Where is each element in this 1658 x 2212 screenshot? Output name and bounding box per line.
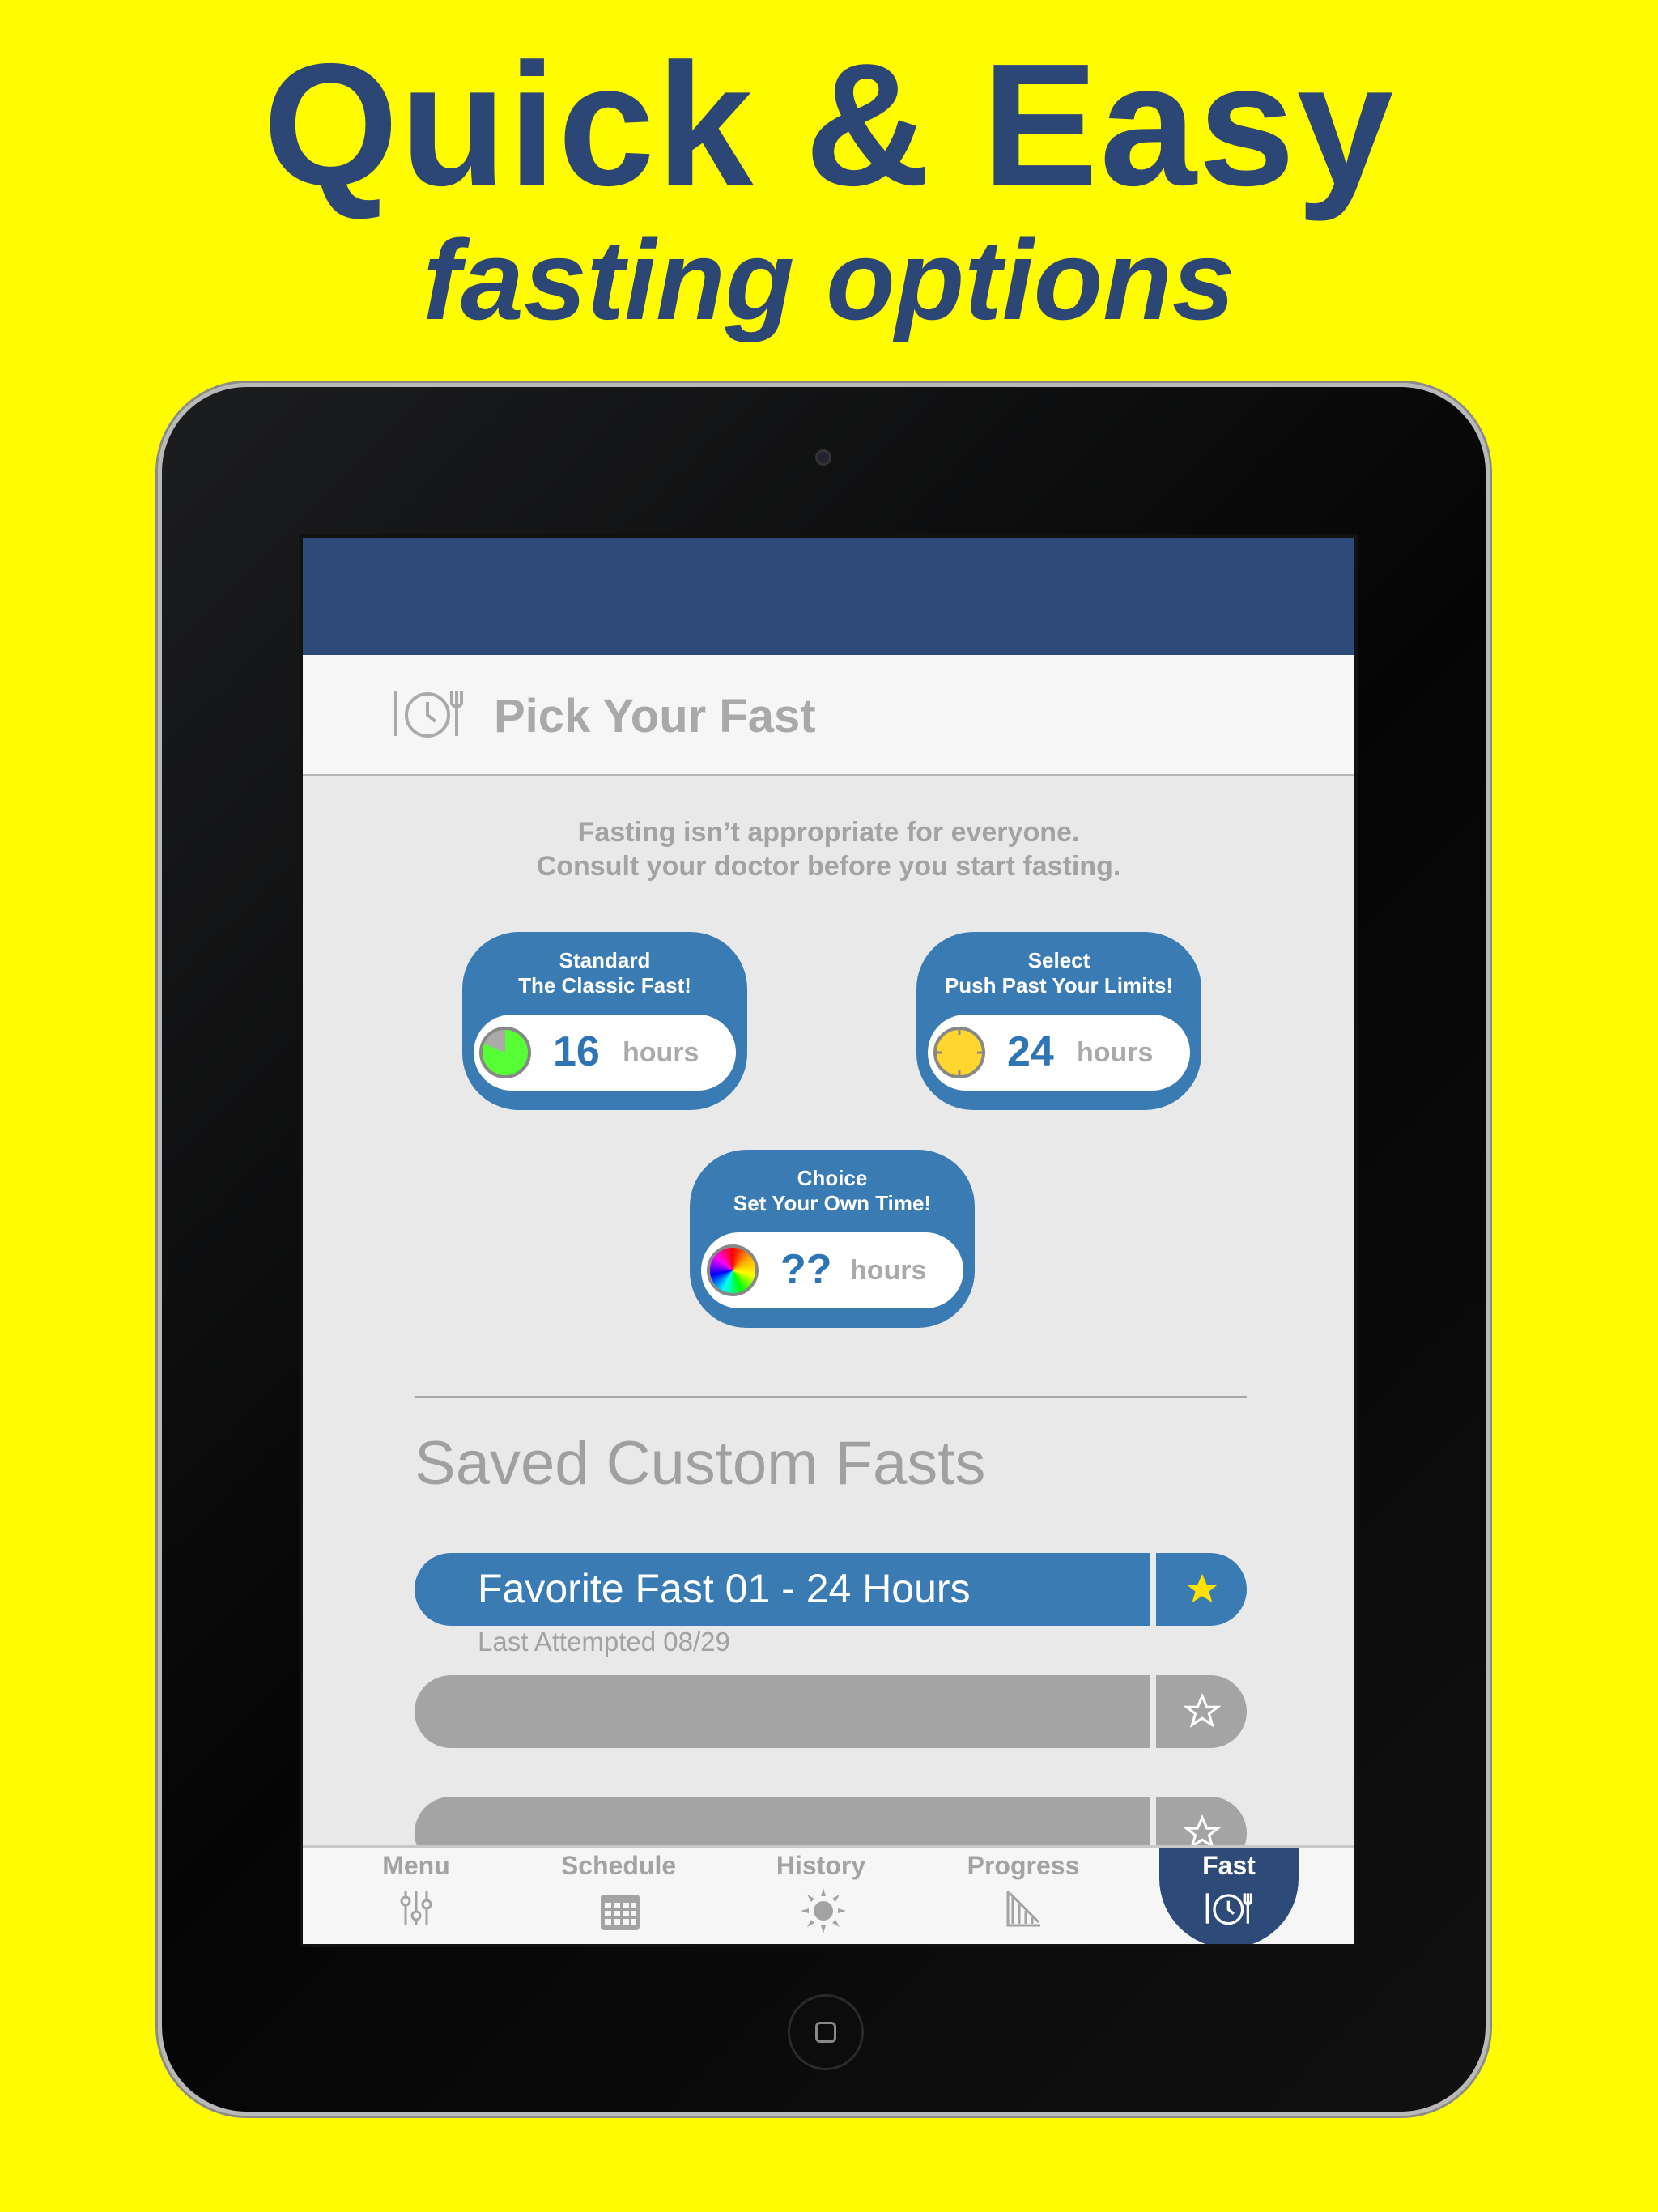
disclaimer-line-2: Consult your doctor before you start fas… xyxy=(536,851,1121,882)
hours-unit: hours xyxy=(850,1255,927,1286)
hours-value: ?? xyxy=(780,1246,832,1293)
option-tagline: The Classic Fast! xyxy=(518,973,691,998)
app-screen: Pick Your Fast Fasting isn’t appropriate… xyxy=(300,534,1358,1947)
saved-fast-row[interactable] xyxy=(414,1675,1247,1748)
page-title: Pick Your Fast xyxy=(494,690,816,742)
tab-progress[interactable]: Progress xyxy=(954,1848,1092,1944)
home-button[interactable] xyxy=(788,1994,864,2070)
saved-fast-row[interactable]: Favorite Fast 01 - 24 Hours xyxy=(414,1553,1247,1626)
hours-pill: 24 hours xyxy=(928,1015,1190,1091)
promo-headline: Quick & Easy xyxy=(262,27,1396,222)
tab-schedule[interactable]: Schedule xyxy=(550,1848,687,1944)
saved-fast-button[interactable] xyxy=(414,1675,1150,1748)
tab-label: Progress xyxy=(967,1851,1080,1880)
tab-label: Menu xyxy=(382,1851,450,1880)
option-name: Choice xyxy=(797,1166,868,1190)
tab-history[interactable]: History xyxy=(752,1848,890,1944)
tab-fast[interactable]: Fast xyxy=(1159,1848,1299,1944)
sliders-icon xyxy=(400,1891,432,1925)
sun-icon xyxy=(801,1888,846,1933)
star-filled-icon xyxy=(1186,1573,1218,1603)
option-name: Select xyxy=(1027,948,1090,972)
option-name: Standard xyxy=(559,948,651,972)
saved-fasts-heading: Saved Custom Fasts xyxy=(414,1429,986,1498)
section-divider xyxy=(414,1396,1247,1398)
title-bar: Pick Your Fast xyxy=(303,655,1354,776)
hours-pill: 16 hours xyxy=(474,1015,736,1091)
tab-label: History xyxy=(776,1851,866,1880)
hours-unit: hours xyxy=(1077,1037,1154,1068)
camera-icon xyxy=(815,449,831,466)
bottom-nav: Menu Schedule History Progress Fast xyxy=(303,1845,1354,1944)
promo-subheadline: fasting options xyxy=(423,216,1235,343)
saved-fast-button[interactable]: Favorite Fast 01 - 24 Hours xyxy=(414,1553,1150,1626)
app-header-bar xyxy=(303,538,1354,655)
yellow-clock-icon xyxy=(933,1027,985,1078)
rainbow-clock-icon xyxy=(707,1244,759,1296)
fast-option-standard[interactable]: Standard The Classic Fast! 16 hours xyxy=(462,932,747,1110)
option-tagline: Set Your Own Time! xyxy=(733,1191,932,1215)
star-outline-icon xyxy=(1184,1693,1221,1728)
disclaimer-line-1: Fasting isn’t appropriate for everyone. xyxy=(577,817,1080,848)
tab-label: Schedule xyxy=(560,1851,677,1880)
favorite-toggle[interactable] xyxy=(1156,1675,1247,1748)
tab-menu[interactable]: Menu xyxy=(347,1848,485,1944)
tab-label: Fast xyxy=(1202,1851,1256,1880)
saved-fast-name: Favorite Fast 01 - 24 Hours xyxy=(478,1566,971,1611)
fast-option-choice[interactable]: Choice Set Your Own Time! ?? hours xyxy=(690,1150,975,1328)
hours-pill: ?? hours xyxy=(701,1232,963,1308)
plate-clock-icon xyxy=(394,691,463,738)
star-outline-icon xyxy=(1184,1814,1221,1849)
hours-value: 24 xyxy=(1007,1028,1054,1075)
plate-clock-icon xyxy=(1205,1893,1252,1925)
hours-value: 16 xyxy=(553,1028,600,1075)
green-clock-icon xyxy=(479,1027,531,1078)
option-tagline: Push Past Your Limits! xyxy=(944,973,1174,998)
calendar-icon xyxy=(601,1895,640,1930)
fast-option-select[interactable]: Select Push Past Your Limits! 24 hours xyxy=(916,932,1201,1110)
last-attempted: Last Attempted 08/29 xyxy=(478,1627,730,1657)
hours-unit: hours xyxy=(623,1037,699,1068)
favorite-toggle[interactable] xyxy=(1156,1553,1247,1626)
chart-down-icon xyxy=(1006,1891,1040,1927)
